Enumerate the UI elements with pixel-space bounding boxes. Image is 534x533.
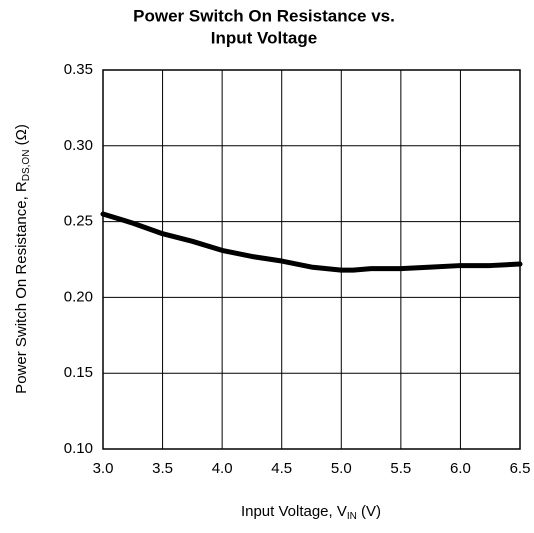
y-tick-label: 0.30 bbox=[64, 137, 93, 154]
x-tick-label: 3.5 bbox=[152, 460, 173, 477]
x-axis-label-sub: IN bbox=[347, 511, 357, 522]
x-tick-label: 4.0 bbox=[212, 460, 233, 477]
chart-title: Power Switch On Resistance vs. bbox=[133, 6, 395, 25]
x-axis-label-part: Input Voltage, V bbox=[241, 503, 347, 520]
plot-frame bbox=[102, 69, 521, 450]
chart-title: Input Voltage bbox=[211, 28, 317, 47]
x-axis-label-part: (V) bbox=[357, 503, 381, 520]
y-tick-label: 0.10 bbox=[64, 440, 93, 457]
x-tick-label: 4.5 bbox=[271, 460, 292, 477]
x-tick-label: 5.5 bbox=[390, 460, 411, 477]
x-axis-label: Input Voltage, VIN (V) bbox=[241, 503, 381, 522]
x-tick-label: 5.0 bbox=[331, 460, 352, 477]
y-tick-label: 0.20 bbox=[64, 288, 93, 305]
x-tick-label: 3.0 bbox=[93, 460, 114, 477]
y-tick-label: 0.35 bbox=[64, 61, 93, 78]
x-tick-label: 6.0 bbox=[450, 460, 471, 477]
y-tick-label: 0.15 bbox=[64, 364, 93, 381]
y-axis-label: Power Switch On Resistance, RDS,ON (Ω) bbox=[13, 124, 32, 394]
y-tick-label: 0.25 bbox=[64, 213, 93, 230]
data-line bbox=[100, 211, 523, 273]
y-axis-label-part: Power Switch On Resistance, R bbox=[13, 181, 30, 394]
x-tick-label: 6.5 bbox=[510, 460, 531, 477]
y-axis-label-sub: DS,ON bbox=[21, 150, 32, 182]
y-axis-label-part: (Ω) bbox=[13, 124, 30, 149]
